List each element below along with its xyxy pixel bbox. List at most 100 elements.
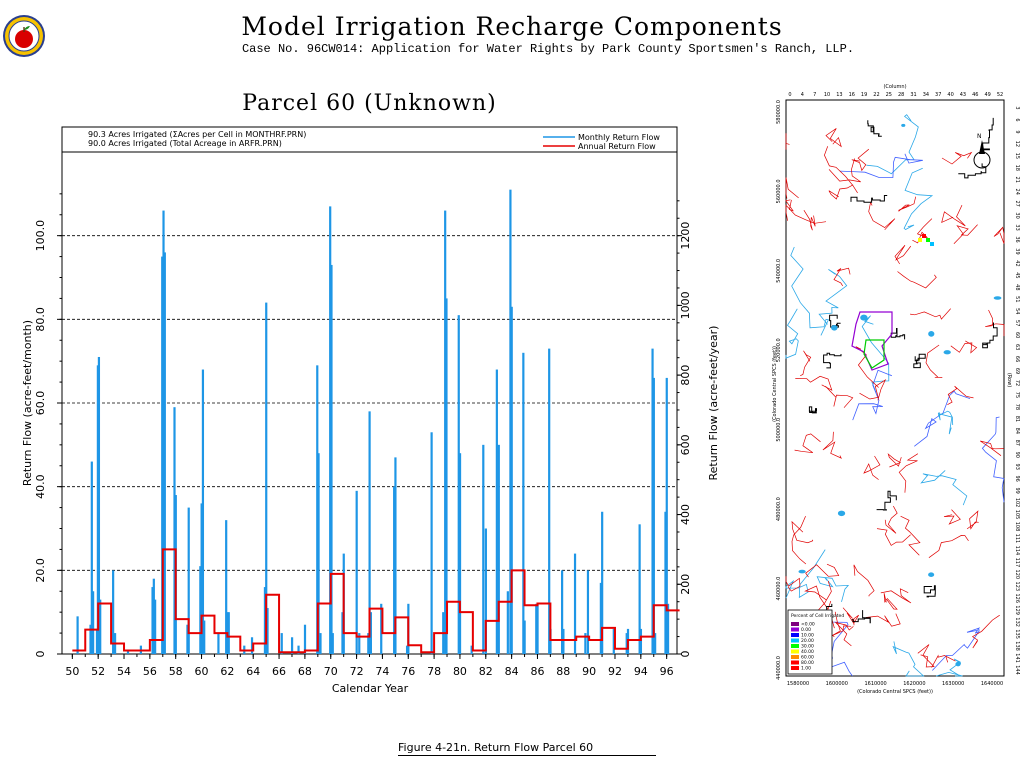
monthly-bar: [227, 612, 230, 654]
map-frame: [785, 99, 1005, 677]
y2-tick-label: 200: [679, 574, 692, 595]
monthly-bar: [200, 503, 203, 654]
map-lake: [860, 314, 868, 321]
map-row-tick: 87: [1014, 440, 1020, 446]
map-legend-swatch: [791, 655, 799, 659]
map-road: [883, 593, 898, 610]
monthly-bar: [369, 612, 372, 654]
map-y-tick: 560000.0: [776, 179, 782, 203]
map-row-tick: 54: [1014, 308, 1020, 314]
monthly-bar: [317, 453, 320, 654]
monthly-bar: [430, 432, 433, 654]
map-row-tick: 6: [1014, 118, 1020, 121]
map-row-tick: 141: [1014, 653, 1020, 663]
map-row-tick: 48: [1014, 284, 1020, 290]
map-road: [800, 350, 812, 377]
y-tick-label: 100.0: [34, 220, 47, 252]
monthly-bar: [173, 407, 176, 654]
map-row-tick: 129: [1014, 605, 1020, 615]
map-legend-swatch: [791, 649, 799, 654]
chart-note: 90.3 Acres Irrigated (ΣAcres per Cell in…: [88, 130, 306, 139]
monthly-bar: [126, 649, 130, 654]
map-road: [917, 644, 935, 668]
monthly-bar: [562, 628, 565, 654]
map-road: [898, 196, 917, 212]
map-row-tick: 99: [1014, 487, 1020, 493]
map-y-tick: 440000.0: [776, 656, 782, 680]
map-river: [790, 246, 829, 336]
map-row-tick: 27: [1014, 200, 1020, 206]
monthly-bar: [652, 377, 655, 654]
x-tick-label: 80: [453, 665, 467, 678]
map-river: [932, 627, 981, 671]
monthly-bar: [561, 570, 564, 654]
map-road: [941, 151, 973, 165]
map-road: [876, 528, 911, 546]
map-row-tick: 15: [1014, 153, 1020, 159]
map-river: [839, 153, 923, 178]
map-row-tick: 102: [1014, 498, 1020, 508]
map-legend-label: 20.00: [801, 638, 814, 644]
y-tick-label: 80.0: [34, 307, 47, 332]
monthly-bar: [522, 352, 525, 654]
x-tick-label: 56: [143, 665, 157, 678]
map-y-tick: 460000.0: [776, 577, 782, 601]
monthly-bar: [573, 553, 577, 654]
map-row-tick: 108: [1014, 522, 1020, 532]
map-legend-swatch: [791, 660, 799, 665]
monthly-bar: [290, 637, 294, 654]
map-river: [903, 167, 934, 230]
map-parcel-subarea: [863, 339, 885, 369]
map-row-tick: 30: [1014, 212, 1020, 218]
x-tick-label: 94: [634, 665, 648, 678]
map-legend-swatch: [791, 666, 799, 670]
map-x-tick: 1630000: [942, 681, 964, 687]
x-tick-label: 76: [401, 665, 415, 678]
north-arrow-pointer: [979, 140, 985, 154]
map-column-tick: 37: [935, 92, 941, 98]
map-lake: [993, 296, 1002, 300]
map-column-label: (Column): [883, 84, 906, 90]
map-river: [981, 416, 1005, 503]
map-row-tick: 21: [1014, 177, 1020, 183]
map-legend-label: 1.00: [801, 666, 811, 672]
map-lake: [928, 572, 935, 577]
map-river: [818, 269, 848, 325]
x-tick-label: 58: [169, 665, 183, 678]
map-y-tick: 520000.0: [776, 338, 782, 362]
monthly-bar: [470, 645, 473, 654]
map-column-tick: 34: [923, 92, 929, 98]
y2-tick-label: 800: [679, 365, 692, 386]
map-road: [941, 204, 966, 227]
monthly-bar: [601, 511, 604, 654]
monthly-bar: [444, 210, 447, 655]
monthly-bar: [187, 507, 190, 654]
map-column-tick: 13: [836, 92, 842, 98]
map-river: [785, 549, 826, 599]
map-road: [791, 520, 814, 544]
monthly-bar: [584, 633, 587, 654]
map-column-tick: 25: [886, 92, 892, 98]
legend-label-annual: Annual Return Flow: [578, 142, 656, 151]
map-column-tick: 19: [861, 92, 867, 98]
map-river: [818, 621, 853, 677]
map-y-tick: 500000.0: [776, 418, 782, 442]
monthly-bar: [367, 633, 370, 654]
monthly-bar: [458, 453, 462, 654]
map-row-tick: 126: [1014, 593, 1020, 603]
map-row-tick: 69: [1014, 368, 1020, 374]
monthly-bar: [217, 633, 220, 654]
map-x-tick: 1600000: [826, 681, 848, 687]
x-tick-label: 88: [556, 665, 570, 678]
caption-underline: [398, 755, 656, 756]
map-legend-label: 30.00: [801, 644, 814, 650]
y-tick-label: 0: [34, 651, 47, 658]
map-road: [950, 340, 978, 354]
map-column-tick: 28: [898, 92, 904, 98]
map-column-tick: 49: [984, 92, 990, 98]
x-tick-label: 90: [582, 665, 596, 678]
map-road: [825, 128, 842, 148]
map-road: [785, 199, 794, 212]
map-road: [912, 218, 933, 244]
x-tick-label: 84: [505, 665, 519, 678]
